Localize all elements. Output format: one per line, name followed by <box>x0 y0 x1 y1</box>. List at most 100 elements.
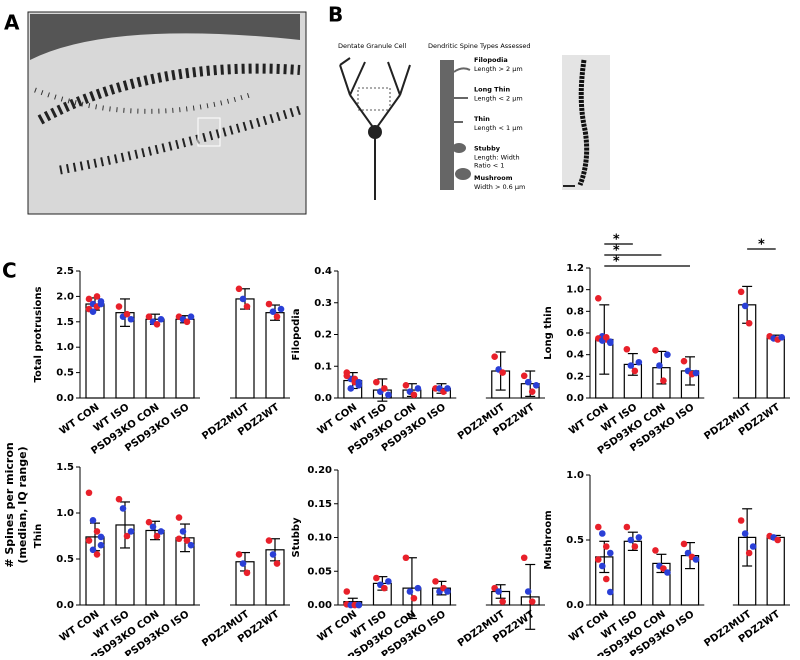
data-point <box>97 300 105 308</box>
y-tick-label: 0.0 <box>566 393 584 404</box>
y-tick-label: 1.2 <box>566 263 584 274</box>
bar <box>145 529 165 606</box>
data-point <box>187 313 195 321</box>
data-point <box>97 533 105 541</box>
data-point <box>355 378 363 386</box>
diagram-b <box>339 55 610 200</box>
data-point <box>491 353 498 361</box>
data-point <box>656 362 663 369</box>
y-axis-label: Filopodia <box>291 309 302 361</box>
data-point <box>127 315 135 323</box>
data-point <box>598 530 606 537</box>
data-point <box>93 528 101 535</box>
data-point <box>499 598 506 605</box>
y-axis-label: Mushroom <box>543 510 554 569</box>
data-point <box>119 505 127 512</box>
data-point <box>183 537 191 544</box>
y-tick-label: 0.5 <box>566 535 584 546</box>
y-tick-label: 2.0 <box>56 291 74 302</box>
data-point <box>89 546 97 554</box>
data-point <box>406 588 414 595</box>
data-point <box>499 369 506 376</box>
data-point <box>627 536 635 544</box>
data-point <box>381 584 388 592</box>
data-point <box>183 318 191 326</box>
data-point <box>737 288 745 296</box>
data-point <box>385 578 392 585</box>
data-point <box>273 560 281 567</box>
data-point <box>524 588 532 595</box>
data-point <box>444 588 451 595</box>
data-point <box>149 523 157 531</box>
y-tick-label: 1.0 <box>566 285 584 296</box>
spine-type: Long Thin <box>474 86 510 94</box>
spine-rule: Width > 0.6 µm <box>474 183 525 191</box>
y-tick-label: 0.3 <box>314 298 332 309</box>
data-point <box>85 489 93 497</box>
data-point <box>680 357 688 365</box>
data-point <box>243 303 251 310</box>
data-point <box>265 537 273 544</box>
y-tick-label: 0.0 <box>566 600 584 611</box>
shared-y-label: # Spines per micron <box>3 442 16 567</box>
data-point <box>594 523 602 531</box>
data-point <box>606 549 614 557</box>
data-point <box>157 528 165 535</box>
data-point <box>179 528 187 535</box>
y-tick-label: 0.4 <box>314 266 332 277</box>
data-point <box>145 518 153 526</box>
bar <box>766 536 785 606</box>
data-point <box>123 532 131 540</box>
y-tick-label: 0.5 <box>56 554 74 565</box>
data-point <box>145 313 153 321</box>
data-point <box>85 295 93 303</box>
data-point <box>157 315 165 323</box>
spine-type: Stubby <box>474 145 501 153</box>
y-tick-label: 0.5 <box>56 368 74 379</box>
data-point <box>745 549 753 557</box>
data-point <box>343 372 351 380</box>
data-point <box>741 530 749 537</box>
data-point <box>89 517 97 524</box>
micrograph-a <box>27 11 307 215</box>
data-point <box>594 295 602 302</box>
y-tick-label: 2.5 <box>56 266 74 277</box>
y-axis-label: Long thin <box>543 306 554 359</box>
spine-rule: Length > 2 µm <box>474 65 523 73</box>
data-point <box>239 560 247 567</box>
bar <box>766 336 785 399</box>
spine-type: Thin <box>474 115 490 123</box>
data-point <box>343 588 351 595</box>
bar <box>85 303 105 399</box>
y-tick-label: 1.0 <box>566 470 584 481</box>
data-point <box>373 378 380 386</box>
y-tick-label: 1.0 <box>56 342 74 353</box>
significance-label: * <box>613 244 620 259</box>
data-point <box>175 514 183 521</box>
panel-label: C <box>2 259 17 283</box>
data-point <box>381 385 388 392</box>
data-point <box>635 358 643 366</box>
data-point <box>115 303 123 310</box>
diagram-title: Dendritic Spine Types Assessed <box>428 42 530 50</box>
data-point <box>631 367 639 375</box>
bar <box>175 318 195 399</box>
data-point <box>602 334 610 341</box>
data-point <box>528 598 536 605</box>
data-point <box>97 541 105 549</box>
y-axis-label: Total protrusions <box>33 287 44 383</box>
data-point <box>414 385 422 392</box>
data-point <box>414 584 422 592</box>
data-point <box>373 574 380 582</box>
data-point <box>93 551 101 558</box>
panel-label: B <box>328 3 343 27</box>
y-tick-label: 0.10 <box>307 533 332 544</box>
data-point <box>115 495 123 503</box>
data-point <box>410 594 418 602</box>
data-point <box>631 543 639 550</box>
spine-type: Filopodia <box>474 56 508 64</box>
data-point <box>524 378 532 386</box>
bar <box>235 298 255 399</box>
data-point <box>594 556 602 563</box>
